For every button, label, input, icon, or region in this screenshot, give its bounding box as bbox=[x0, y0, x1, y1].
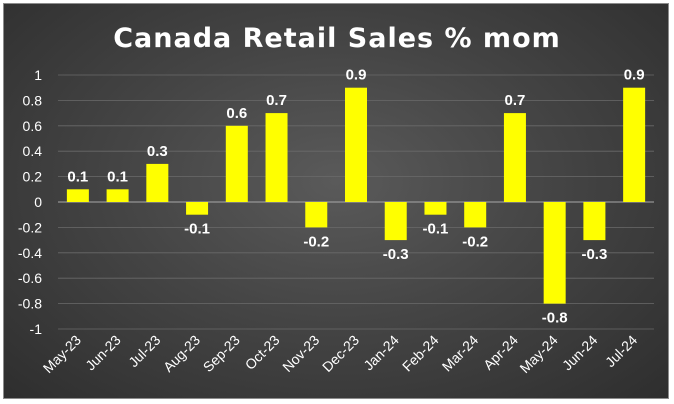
bar bbox=[106, 189, 129, 202]
data-labels: 0.1 0.1 0.3 -0.1 0.6 0.7 -0.2 0.9 -0.3 -0.1 -0.2 0.… bbox=[67, 67, 644, 327]
data-label: -0.2 bbox=[303, 233, 329, 250]
data-label: -0.8 bbox=[542, 310, 568, 327]
x-tick-label: Dec-23 bbox=[319, 332, 362, 375]
bar bbox=[225, 125, 248, 202]
data-label: -0.2 bbox=[462, 233, 488, 250]
data-label: 0.7 bbox=[505, 92, 526, 109]
x-tick-label: Aug-23 bbox=[160, 332, 203, 375]
bar bbox=[345, 87, 367, 202]
bar bbox=[384, 202, 407, 241]
x-tick-label: Jan-24 bbox=[360, 332, 402, 374]
data-label: -0.1 bbox=[423, 221, 449, 238]
y-tick-label: 0.8 bbox=[23, 92, 43, 108]
y-tick-label: -0.6 bbox=[18, 270, 42, 286]
x-tick-label: Feb-24 bbox=[399, 332, 442, 375]
chart-title: Canada Retail Sales % mom bbox=[113, 23, 561, 54]
data-label: 0.9 bbox=[346, 67, 367, 84]
x-tick-label: May-23 bbox=[40, 332, 84, 376]
x-tick-label: Jul-24 bbox=[602, 332, 640, 370]
y-tick-label: -0.2 bbox=[18, 219, 42, 235]
y-tick-label: 0.2 bbox=[23, 169, 43, 185]
data-label: 0.6 bbox=[226, 105, 247, 122]
x-tick-label: Jun-24 bbox=[559, 332, 601, 374]
y-tick-label: -1 bbox=[30, 321, 43, 337]
bar bbox=[623, 87, 646, 202]
bar bbox=[66, 189, 89, 202]
chart-area: Canada Retail Sales % mom 1 0.8 0.6 0.4 0.2 0… bbox=[3, 3, 669, 399]
y-axis-tick-labels: 1 0.8 0.6 0.4 0.2 0 -0.2 -0.4 -0.6 -0.8 -1 bbox=[18, 67, 42, 337]
bar bbox=[265, 113, 288, 202]
bar-chart: Canada Retail Sales % mom 1 0.8 0.6 0.4 0.2 0… bbox=[18, 23, 654, 376]
bar bbox=[146, 163, 169, 202]
x-tick-label: May-24 bbox=[516, 332, 560, 376]
data-label: 0.1 bbox=[107, 168, 128, 185]
bar bbox=[464, 202, 487, 228]
x-tick-label: Oct-23 bbox=[242, 332, 283, 373]
bar bbox=[503, 113, 526, 202]
bar bbox=[583, 202, 606, 241]
bar bbox=[186, 202, 209, 215]
x-tick-label: Jul-23 bbox=[125, 332, 163, 370]
bar bbox=[424, 202, 447, 215]
x-tick-label: Mar-24 bbox=[439, 332, 482, 375]
bars bbox=[66, 87, 646, 304]
y-tick-label: 0 bbox=[34, 194, 42, 210]
data-label: 0.1 bbox=[67, 168, 88, 185]
data-label: 0.3 bbox=[147, 143, 168, 160]
y-tick-label: 0.4 bbox=[23, 143, 43, 159]
y-tick-label: 0.6 bbox=[23, 118, 43, 134]
data-label: 0.7 bbox=[266, 92, 287, 109]
data-label: -0.3 bbox=[581, 246, 607, 263]
x-tick-label: Apr-24 bbox=[480, 332, 521, 373]
x-tick-label: Sep-23 bbox=[200, 332, 243, 375]
y-tick-label: -0.8 bbox=[18, 296, 42, 312]
y-tick-label: -0.4 bbox=[18, 245, 42, 261]
x-tick-label: Jun-23 bbox=[82, 332, 124, 374]
bar bbox=[543, 202, 566, 304]
data-label: 0.9 bbox=[624, 67, 645, 84]
y-tick-label: 1 bbox=[34, 67, 42, 83]
x-tick-label: Nov-23 bbox=[279, 332, 322, 375]
data-label: -0.3 bbox=[383, 246, 409, 263]
bar bbox=[305, 202, 328, 228]
data-label: -0.1 bbox=[184, 221, 210, 238]
